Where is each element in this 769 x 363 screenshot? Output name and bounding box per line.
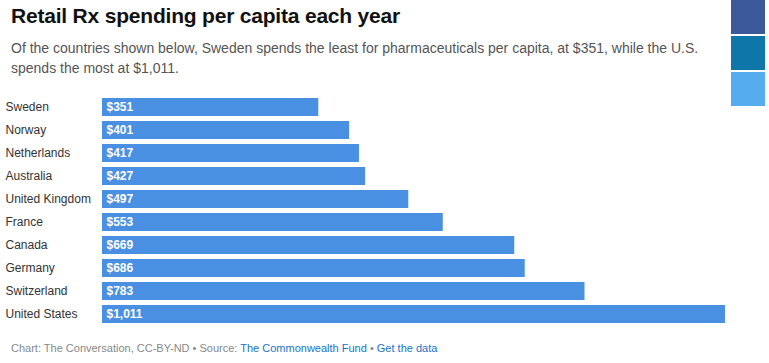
svg-text:Norway: Norway xyxy=(6,123,47,137)
svg-text:$427: $427 xyxy=(107,169,134,183)
svg-text:Netherlands: Netherlands xyxy=(6,146,71,160)
svg-text:$497: $497 xyxy=(107,192,134,206)
svg-text:$1,011: $1,011 xyxy=(107,307,143,321)
svg-text:$686: $686 xyxy=(107,261,134,275)
svg-text:Sweden: Sweden xyxy=(6,100,49,114)
html-text:Of the countries shown below,: Of the countries shown below, Sweden spe… xyxy=(11,40,699,76)
svg-text:$417: $417 xyxy=(107,146,134,160)
svg-text:Australia: Australia xyxy=(6,169,53,183)
html-text:Chart: The Conversation, CC-BY: Chart: The Conversation, CC-BY-ND • Sour… xyxy=(11,342,438,354)
svg-text:$669: $669 xyxy=(107,238,134,252)
svg-text:United States: United States xyxy=(6,307,78,321)
svg-text:$783: $783 xyxy=(107,284,134,298)
svg-text:France: France xyxy=(6,215,44,229)
html-text:Retail Rx spending per capita: Retail Rx spending per capita each year xyxy=(11,4,400,27)
svg-text:$401: $401 xyxy=(107,123,134,137)
svg-text:$351: $351 xyxy=(107,100,134,114)
svg-text:Switzerland: Switzerland xyxy=(6,284,68,298)
svg-text:$553: $553 xyxy=(107,215,134,229)
svg-text:Germany: Germany xyxy=(6,261,55,275)
svg-text:Canada: Canada xyxy=(6,238,48,252)
svg-text:United Kingdom: United Kingdom xyxy=(6,192,91,206)
